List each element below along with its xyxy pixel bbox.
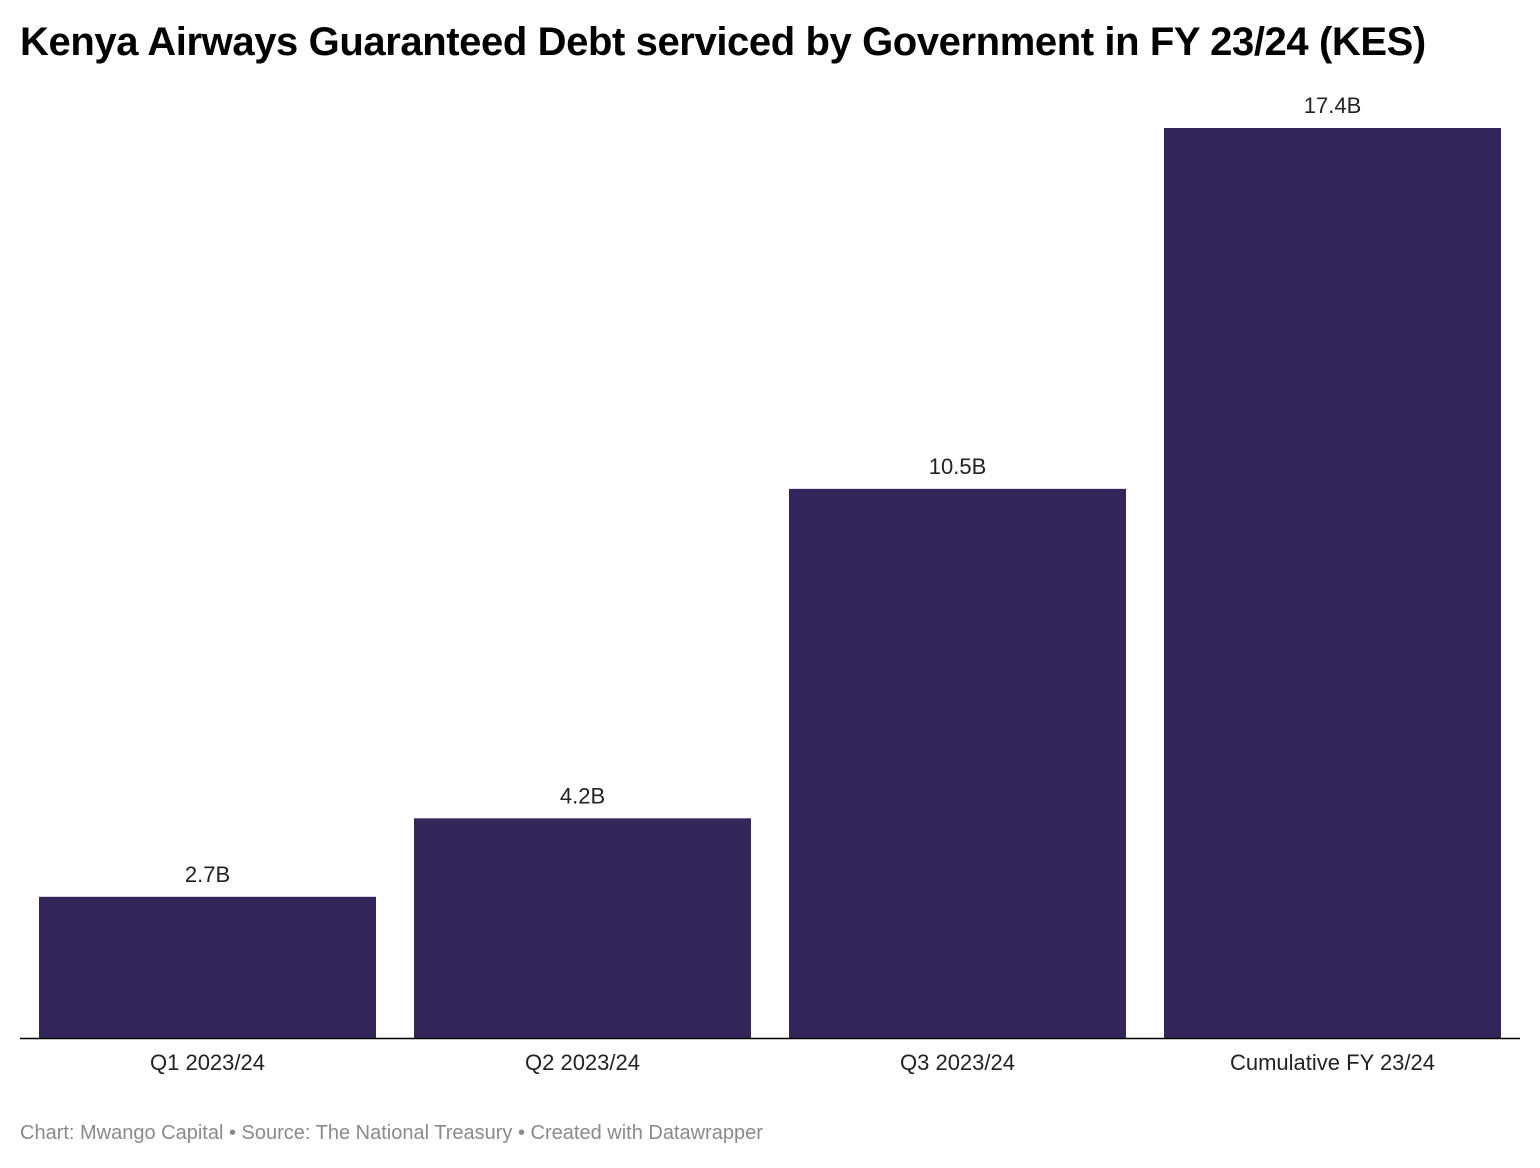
data-label-3: 10.5B — [929, 454, 987, 479]
chart-footer: Chart: Mwango Capital • Source: The Nati… — [20, 1122, 763, 1144]
bar-3 — [789, 488, 1126, 1038]
x-tick-label-4: Cumulative FY 23/24 — [1230, 1050, 1435, 1075]
chart-title: Kenya Airways Guaranteed Debt serviced b… — [20, 20, 1426, 64]
data-label-2: 4.2B — [560, 783, 605, 808]
bar-2 — [414, 818, 751, 1038]
x-tick-label-3: Q3 2023/24 — [900, 1050, 1015, 1075]
data-label-4: 17.4B — [1304, 93, 1362, 118]
bars-group — [39, 128, 1501, 1038]
x-tick-label-1: Q1 2023/24 — [150, 1050, 265, 1075]
bar-4 — [1164, 128, 1501, 1038]
x-tick-labels-group: Q1 2023/24 Q2 2023/24 Q3 2023/24 Cumulative… — [150, 1050, 1435, 1075]
data-labels-group: 2.7B 4.2B 10.5B 17.4B — [185, 93, 1361, 887]
bar-1 — [39, 896, 376, 1038]
x-tick-label-2: Q2 2023/24 — [525, 1050, 640, 1075]
data-label-1: 2.7B — [185, 862, 230, 887]
